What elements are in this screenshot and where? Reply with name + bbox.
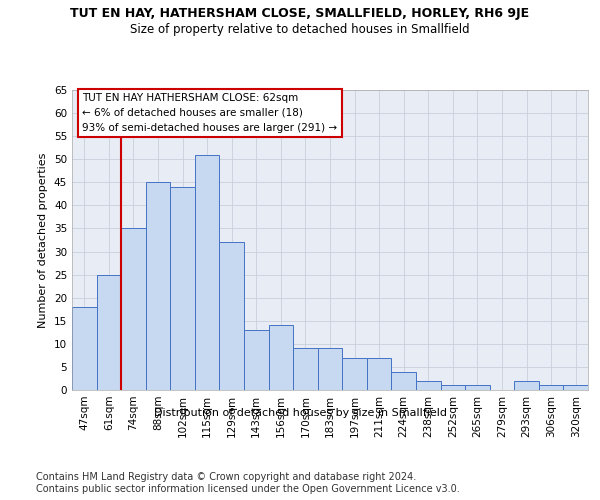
Bar (465, 386, 490, 390)
Text: TUT EN HAY HATHERSHAM CLOSE: 62sqm
← 6% of detached houses are smaller (18)
93% : TUT EN HAY HATHERSHAM CLOSE: 62sqm ← 6% … (82, 93, 337, 132)
Text: Contains HM Land Registry data © Crown copyright and database right 2024.: Contains HM Land Registry data © Crown c… (36, 472, 416, 482)
Bar (391, 372, 416, 390)
Bar (293, 348, 318, 390)
Bar (121, 228, 146, 390)
Bar (170, 187, 195, 390)
Bar (342, 358, 367, 390)
Bar (244, 330, 269, 390)
Bar (269, 326, 293, 390)
Bar (539, 386, 563, 390)
Bar (146, 182, 170, 390)
Bar (367, 358, 391, 390)
Text: Distribution of detached houses by size in Smallfield: Distribution of detached houses by size … (154, 408, 446, 418)
Bar (97, 274, 121, 390)
Text: Size of property relative to detached houses in Smallfield: Size of property relative to detached ho… (130, 22, 470, 36)
Bar (440, 386, 465, 390)
Text: TUT EN HAY, HATHERSHAM CLOSE, SMALLFIELD, HORLEY, RH6 9JE: TUT EN HAY, HATHERSHAM CLOSE, SMALLFIELD… (70, 8, 530, 20)
Bar (72, 307, 97, 390)
Bar (563, 386, 588, 390)
Bar (514, 381, 539, 390)
Text: Contains public sector information licensed under the Open Government Licence v3: Contains public sector information licen… (36, 484, 460, 494)
Y-axis label: Number of detached properties: Number of detached properties (38, 152, 49, 328)
Bar (220, 242, 244, 390)
Bar (318, 348, 342, 390)
Bar (195, 154, 220, 390)
Bar (416, 381, 440, 390)
